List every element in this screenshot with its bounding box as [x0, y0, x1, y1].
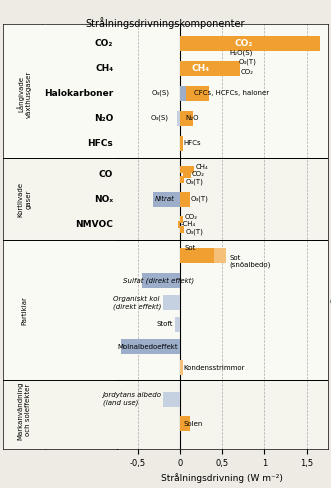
Bar — [180, 136, 183, 150]
Bar — [117, 241, 328, 380]
Text: Organiskt kol
(direkt effekt): Organiskt kol (direkt effekt) — [113, 296, 162, 310]
Bar — [177, 221, 180, 227]
Bar — [153, 192, 180, 207]
Text: Solstrålningens
irradians: Solstrålningens irradians — [330, 414, 331, 434]
Text: Kondensstrimmor: Kondensstrimmor — [183, 365, 245, 371]
Bar — [180, 216, 183, 223]
Text: Organiskt kol: Organiskt kol — [330, 298, 331, 307]
Text: Solen: Solen — [183, 421, 203, 427]
Bar — [180, 226, 184, 233]
Text: -CH₄: -CH₄ — [181, 221, 196, 227]
Text: CO₂: CO₂ — [95, 39, 113, 48]
Text: HFCs: HFCs — [87, 139, 113, 147]
Text: N₂O: N₂O — [94, 114, 113, 122]
Text: N₂O: N₂O — [185, 115, 199, 121]
Text: SO₂: SO₂ — [330, 276, 331, 285]
Bar — [142, 273, 180, 288]
Bar — [180, 36, 320, 51]
Text: CO₂: CO₂ — [241, 69, 254, 75]
Text: Halokarboner: Halokarboner — [44, 89, 113, 98]
Bar — [163, 295, 180, 310]
Bar — [117, 380, 328, 449]
Bar — [3, 158, 45, 241]
Bar — [163, 391, 180, 407]
Bar — [214, 248, 226, 263]
Bar — [45, 380, 117, 449]
Text: Strålningsdrivningskomponenter: Strålningsdrivningskomponenter — [86, 17, 245, 29]
Text: Sulfat (direkt effekt): Sulfat (direkt effekt) — [123, 277, 195, 284]
Text: NMVOC: NMVOC — [75, 220, 113, 229]
Text: NOₓ: NOₓ — [94, 195, 113, 203]
Bar — [3, 241, 45, 380]
Text: CH₄: CH₄ — [191, 63, 210, 73]
Bar — [3, 24, 45, 158]
Bar — [180, 192, 190, 207]
Text: CO₂: CO₂ — [184, 214, 197, 220]
Text: Sot
(snöalbedo): Sot (snöalbedo) — [229, 255, 270, 268]
Bar — [3, 380, 45, 449]
Bar — [175, 317, 180, 331]
Bar — [121, 339, 180, 354]
Bar — [220, 61, 237, 76]
Text: HFCs: HFCs — [183, 140, 201, 146]
Text: Molnalbedoeffekt: Molnalbedoeffekt — [118, 344, 178, 349]
Text: CH₄: CH₄ — [95, 63, 113, 73]
Text: O₃(T): O₃(T) — [185, 228, 203, 235]
Bar — [180, 176, 184, 183]
Text: Partiklar: Partiklar — [330, 342, 331, 351]
Bar — [180, 416, 190, 431]
Text: O₃(S): O₃(S) — [152, 90, 170, 96]
Text: Markanvändning
och soleffekter: Markanvändning och soleffekter — [18, 381, 31, 440]
Bar — [45, 241, 117, 380]
Text: H₂O(S): H₂O(S) — [229, 50, 253, 57]
Bar — [180, 248, 214, 263]
Bar — [180, 166, 194, 173]
Text: CO₂: CO₂ — [192, 171, 205, 177]
Text: CO: CO — [99, 170, 113, 179]
Bar — [45, 158, 117, 241]
Text: Stoft: Stoft — [157, 321, 173, 327]
Text: Kortlivade
gaser: Kortlivade gaser — [18, 182, 31, 217]
Bar — [177, 111, 180, 125]
Bar — [180, 61, 220, 76]
X-axis label: Strålningsdrivning (W m⁻²): Strålningsdrivning (W m⁻²) — [161, 473, 283, 483]
Text: O₃(T): O₃(T) — [191, 196, 209, 203]
Text: Nitrat: Nitrat — [155, 196, 175, 202]
Text: O₃(T): O₃(T) — [238, 59, 256, 65]
Text: Jordytans albedo
(land use): Jordytans albedo (land use) — [103, 392, 162, 406]
Text: Flyg: Flyg — [330, 363, 331, 372]
Text: CFCs, HCFCs, haloner: CFCs, HCFCs, haloner — [194, 90, 269, 96]
Bar — [45, 24, 117, 158]
Text: Sot: Sot — [184, 245, 196, 251]
Bar — [237, 61, 240, 76]
Text: Markanvändning: Markanvändning — [330, 394, 331, 404]
Text: Sot: Sot — [330, 251, 331, 260]
Text: CH₄: CH₄ — [195, 164, 208, 170]
Text: CO₂: CO₂ — [234, 39, 253, 48]
Text: Stoft: Stoft — [330, 320, 331, 328]
Text: O₃(S): O₃(S) — [150, 115, 168, 122]
Text: Långivade
växthusgaser: Långivade växthusgaser — [17, 71, 32, 118]
Bar — [117, 158, 328, 241]
Bar — [117, 24, 328, 158]
Text: Partiklar: Partiklar — [22, 296, 27, 325]
Bar — [180, 85, 186, 101]
Bar — [186, 85, 209, 101]
Bar — [180, 111, 193, 125]
Text: O₃(T): O₃(T) — [185, 179, 203, 185]
Bar — [180, 360, 183, 375]
Bar — [183, 171, 191, 178]
